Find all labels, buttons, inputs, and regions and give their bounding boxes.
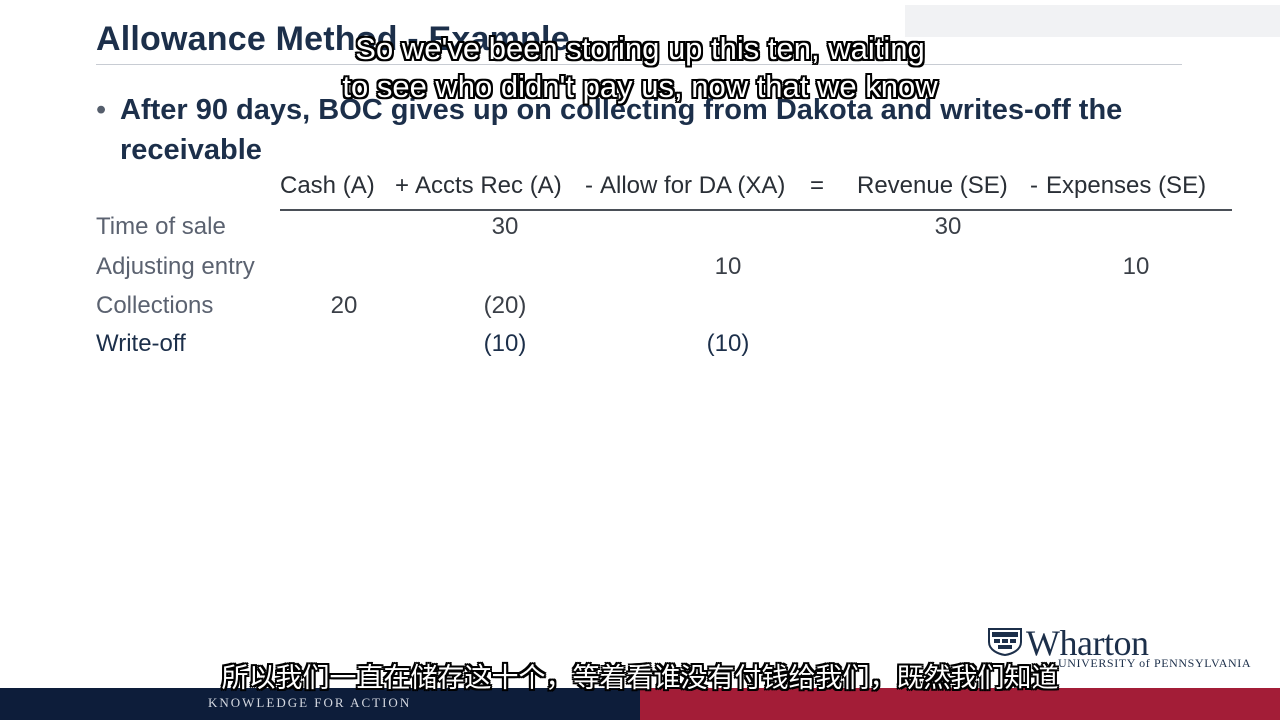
footer-navy-bar [0,688,640,720]
shield-icon [988,628,1022,656]
cell-sale-ar: 30 [491,213,519,240]
header-revenue: Revenue (SE) [857,172,1008,199]
subtitle-en-line-1: So we've been storing up this ten, waiti… [355,31,925,66]
bullet-text: After 90 days, BOC gives up on collectin… [120,94,1123,166]
logo-name: Wharton [1026,623,1149,663]
cell-collect-ar: (20) [483,292,527,319]
row-label-write-off: Write-off [96,330,186,357]
header-cash: Cash (A) [280,172,375,199]
header-allowance: Allow for DA (XA) [600,172,786,199]
header-rule [280,209,1232,211]
slide-title: Allowance Method - Example [96,20,570,58]
cell-adjust-expenses: 10 [1122,253,1150,280]
row-label-adjusting-entry: Adjusting entry [96,253,255,280]
row-label-collections: Collections [96,292,214,319]
header-equals: = [810,172,825,199]
footer-tagline: KNOWLEDGE FOR ACTION [208,695,412,710]
footer-crimson-bar [640,688,1280,720]
header-minus-2: - [1030,172,1038,199]
cell-collect-cash: 20 [330,292,358,319]
header-plus: + [395,172,410,199]
subtitle-en-line-2: to see who didn't pay us, now that we kn… [342,69,938,104]
title-divider [96,64,1182,65]
header-expenses: Expenses (SE) [1046,172,1207,199]
header-accts-rec: Accts Rec (A) [415,172,562,199]
cell-adjust-allowance: 10 [714,253,742,280]
subtitle-zh: 所以我们一直在储存这十个，等着看谁没有付钱给我们，既然我们知道 [221,663,1059,694]
bullet-dot: • [96,94,107,126]
cell-sale-revenue: 30 [934,213,962,240]
logo-university: UNIVERSITY of PENNSYLVANIA [1058,656,1252,670]
cell-writeoff-ar: (10) [483,330,527,357]
wharton-logo: Wharton UNIVERSITY of PENNSYLVANIA [988,623,1251,674]
row-label-time-of-sale: Time of sale [96,213,226,240]
cell-writeoff-allowance: (10) [706,330,750,357]
top-gray-band [905,5,1280,37]
header-minus-1: - [585,172,593,199]
